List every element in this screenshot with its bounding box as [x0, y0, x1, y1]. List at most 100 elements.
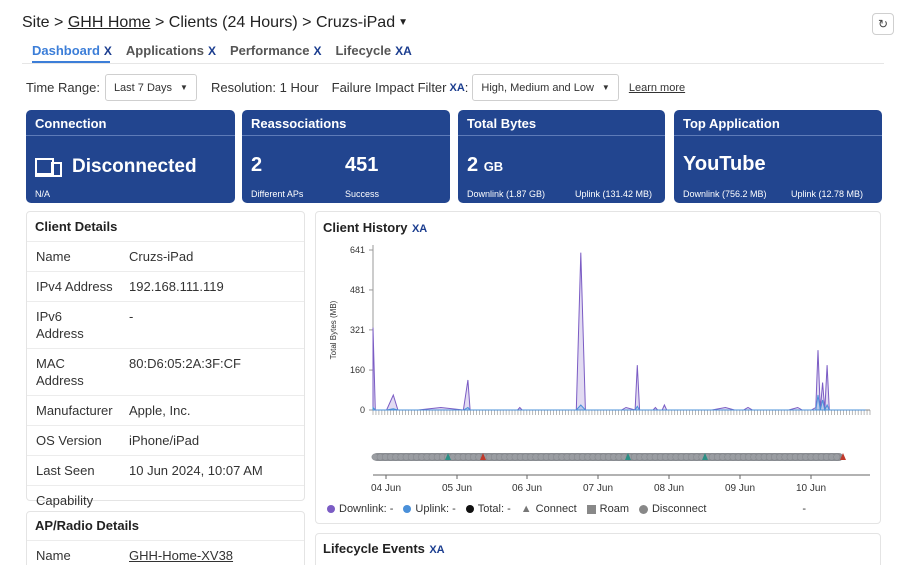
tab-divider	[22, 63, 884, 64]
x-tick-label: 05 Jun	[442, 483, 472, 494]
ai-icon: XA	[411, 223, 428, 235]
panel-title: Lifecycle Events	[323, 541, 425, 556]
breadcrumb-clients[interactable]: Clients (24 Hours)	[168, 14, 298, 31]
resolution-text: Resolution: 1 Hour	[210, 80, 319, 95]
legend-label: Total: -	[477, 503, 511, 515]
connection-status: Disconnected	[72, 156, 197, 177]
tab-label: Performance	[229, 43, 310, 58]
timeline-connect-marker	[702, 453, 708, 460]
tab-performance[interactable]: Performance X	[230, 43, 322, 58]
x-tick-label: 06 Jun	[512, 483, 542, 494]
breadcrumb: Site > GHH Home > Clients (24 Hours) > C…	[22, 14, 408, 32]
y-tick-label: 0	[360, 405, 365, 415]
detail-key: Manufacturer	[36, 403, 113, 418]
legend-dot	[465, 505, 474, 513]
timeline-connect-marker	[445, 453, 451, 460]
card-title: Connection	[26, 110, 235, 136]
chevron-down-icon: ▼	[180, 83, 188, 92]
timeline-connect-marker	[625, 453, 631, 460]
x-tick-label: 07 Jun	[583, 483, 613, 494]
detail-row: MAC Address 80:D6:05:2A:3F:CF	[27, 348, 304, 395]
y-axis-label: Total Bytes (MB)	[329, 300, 338, 359]
legend-total[interactable]: Total: -	[465, 503, 511, 515]
total-bytes-unit: GB	[483, 159, 504, 174]
triangle-icon: ▲	[520, 503, 532, 515]
total-bytes-value: 2 GB	[467, 154, 503, 177]
tab-applications[interactable]: Applications X	[126, 43, 216, 58]
different-aps-label: Different APs	[251, 189, 304, 199]
ap-radio-details-panel: AP/Radio Details Name GHH-Home-XV38	[26, 511, 305, 565]
detail-row: Manufacturer Apple, Inc.	[27, 395, 304, 425]
top-app-value: YouTube	[683, 153, 766, 175]
refresh-button[interactable]: ↻	[872, 13, 894, 35]
chevron-down-icon[interactable]: ▼	[398, 17, 408, 28]
time-range-select[interactable]: Last 7 Days ▼	[104, 74, 197, 101]
card-title: Total Bytes	[458, 110, 665, 136]
legend-connect[interactable]: ▲ Connect	[521, 503, 577, 515]
tab-close-icon[interactable]: X	[207, 43, 216, 58]
timeline-connect-marker	[840, 453, 846, 460]
legend-disconnect[interactable]: Disconnect	[638, 503, 707, 515]
legend-dash: -	[802, 503, 807, 515]
card-title: Reassociations	[242, 110, 450, 136]
breadcrumb-sep: >	[154, 14, 165, 31]
breadcrumb-sep: >	[302, 14, 312, 31]
legend-uplink[interactable]: Uplink: -	[403, 503, 456, 515]
detail-row: Capability	[27, 485, 304, 515]
circle-icon	[638, 504, 648, 514]
tab-close-icon[interactable]: X	[313, 43, 322, 58]
series-area-uplink	[372, 394, 866, 412]
legend-label: Disconnect	[651, 503, 707, 515]
series-area-downlink	[372, 252, 866, 411]
breadcrumb-device[interactable]: Cruzs-iPad	[315, 14, 396, 31]
x-tick-label: 04 Jun	[371, 483, 401, 494]
detail-value: -	[129, 309, 134, 324]
detail-value: 10 Jun 2024, 10:07 AM	[129, 463, 263, 478]
breadcrumb-home-link[interactable]: GHH Home	[67, 14, 151, 31]
detail-row: Name GHH-Home-XV38	[27, 540, 304, 565]
detail-key: OS Version	[36, 433, 102, 448]
tab-close-icon[interactable]: X	[103, 43, 112, 58]
ai-icon: XA	[449, 81, 465, 94]
failure-filter-label: Failure Impact Filter	[331, 80, 447, 95]
learn-more-link[interactable]: Learn more	[628, 81, 686, 94]
connection-sub: N/A	[35, 189, 51, 199]
active-tab-indicator	[32, 61, 110, 63]
reassociations-card: Reassociations 2 Different APs 451 Succe…	[242, 110, 450, 203]
breadcrumb-site: Site	[22, 14, 50, 31]
legend-downlink[interactable]: Downlink: -	[327, 503, 393, 515]
client-details-panel: Client Details Name Cruzs-iPad IPv4 Addre…	[26, 211, 305, 508]
detail-row: Last Seen 10 Jun 2024, 10:07 AM	[27, 455, 304, 485]
y-tick-label: 321	[350, 325, 365, 335]
ap-name-link[interactable]: GHH-Home-XV38	[129, 548, 234, 563]
detail-row: OS Version iPhone/iPad	[27, 425, 304, 455]
detail-key: Name	[36, 249, 71, 264]
failure-impact-select[interactable]: High, Medium and Low ▼	[472, 74, 619, 101]
tab-lifecycle[interactable]: Lifecycle XA	[335, 43, 411, 58]
x-tick-label: 08 Jun	[654, 483, 684, 494]
tab-label: Dashboard	[32, 43, 100, 58]
tab-dashboard[interactable]: Dashboard X	[32, 43, 112, 58]
different-aps-value: 2	[251, 154, 263, 176]
detail-key: Capability	[36, 493, 94, 508]
time-range-value: Last 7 Days	[113, 81, 173, 94]
x-tick-label: 09 Jun	[725, 483, 755, 494]
legend-dot	[327, 505, 335, 513]
legend-roam[interactable]: Roam	[586, 503, 629, 515]
legend-label: Roam	[599, 503, 629, 515]
uplink-label: Uplink (131.42 MB)	[575, 189, 653, 199]
top-app-downlink: Downlink (756.2 MB)	[683, 189, 767, 199]
square-icon	[586, 504, 596, 514]
detail-key: Name	[36, 548, 71, 563]
failure-impact-value: High, Medium and Low	[481, 81, 594, 94]
timeline-event-marker	[833, 453, 841, 461]
detail-key: Last Seen	[36, 463, 95, 478]
success-label: Success	[345, 189, 380, 199]
legend-label: Connect	[535, 503, 577, 515]
detail-key: IPv6 Address	[36, 309, 84, 341]
lifecycle-header: Lifecycle Events XA	[323, 540, 445, 558]
detail-value: 192.168.111.119	[129, 279, 224, 294]
filter-toolbar: Time Range: Last 7 Days ▼ Resolution: 1 H…	[26, 74, 685, 101]
panel-title: Client Details	[35, 219, 118, 234]
